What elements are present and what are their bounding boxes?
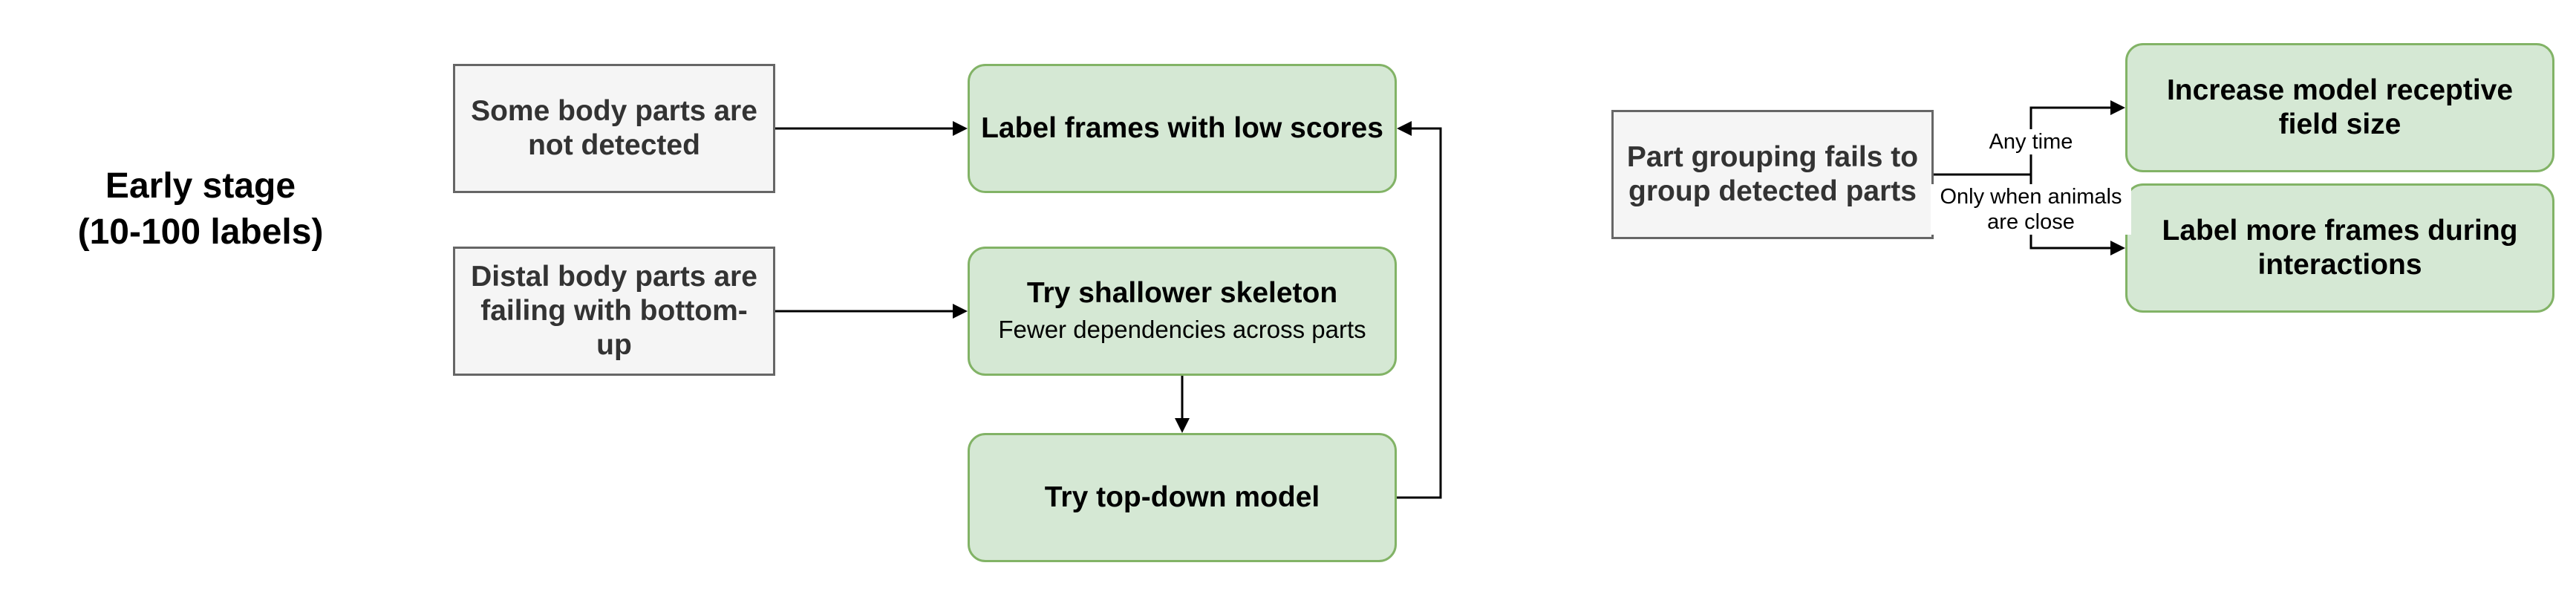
node-label-low-scores-label: Label frames with low scores [981, 112, 1383, 144]
node-undetected-parts-label: Some body parts are not detected [471, 95, 757, 161]
edge-label-any-time: Any time [1975, 129, 2087, 154]
arrowhead-top-down [1175, 418, 1190, 433]
edge-label-when-close-text: Only when animals are close [1940, 185, 2122, 234]
stage-title-line2: (10-100 labels) [77, 212, 324, 252]
node-shallow-skeleton[interactable]: Try shallower skeleton Fewer dependencie… [968, 247, 1397, 376]
node-grouping-fails-label: Part grouping fails to group detected pa… [1626, 141, 1919, 207]
node-shallow-skeleton-subtitle: Fewer dependencies across parts [998, 316, 1366, 343]
node-interaction-frames-label: Label more frames during interactions [2162, 215, 2518, 281]
arrowhead-interaction-frames [2110, 241, 2125, 255]
node-top-down-label: Try top-down model [1044, 481, 1320, 513]
arrowhead-shallow-skeleton [953, 304, 968, 319]
stage-title-line1: Early stage [105, 166, 296, 206]
arrowhead-receptive-field [2110, 100, 2125, 115]
stage-title: Early stage (10-100 labels) [30, 163, 371, 255]
node-label-low-scores[interactable]: Label frames with low scores [968, 64, 1397, 193]
node-receptive-field-label: Increase model receptive field size [2166, 74, 2514, 140]
node-distal-parts-label: Distal body parts are failing with botto… [471, 261, 757, 361]
edge-topdown-to-label [1397, 127, 1442, 499]
node-receptive-field[interactable]: Increase model receptive field size [2125, 43, 2554, 172]
arrowhead-label-low-scores-right [1397, 121, 1412, 136]
node-undetected-parts[interactable]: Some body parts are not detected [453, 64, 775, 193]
node-interaction-frames[interactable]: Label more frames during interactions [2125, 183, 2554, 313]
edge-label-when-close: Only when animals are close [1931, 184, 2131, 235]
arrowhead-label-low-scores-left [953, 121, 968, 136]
node-grouping-fails[interactable]: Part grouping fails to group detected pa… [1611, 110, 1934, 239]
node-distal-parts[interactable]: Distal body parts are failing with botto… [453, 247, 775, 376]
node-top-down[interactable]: Try top-down model [968, 433, 1397, 562]
node-shallow-skeleton-title: Try shallower skeleton [1026, 277, 1338, 309]
